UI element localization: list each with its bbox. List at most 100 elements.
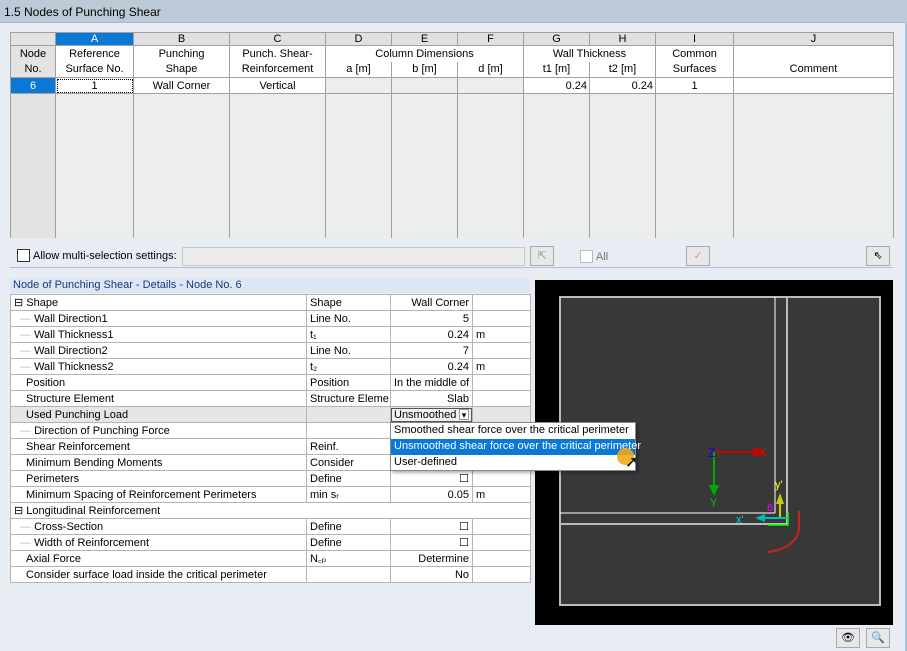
col-G[interactable]: G [523, 32, 590, 46]
empty-cell[interactable] [391, 125, 458, 142]
multi-selection-checkbox[interactable] [17, 249, 30, 262]
property-val[interactable]: 0.24 [390, 326, 473, 343]
empty-cell[interactable] [523, 109, 590, 126]
empty-row[interactable] [10, 157, 894, 174]
col-J[interactable]: J [733, 32, 894, 46]
empty-cell[interactable] [133, 125, 230, 142]
cell-common[interactable]: 1 [655, 77, 734, 94]
property-row[interactable]: Shear Reinforcement Reinf. [10, 438, 531, 455]
empty-cell[interactable] [733, 205, 894, 222]
property-val[interactable]: In the middle of [390, 374, 473, 391]
empty-cell[interactable] [523, 189, 590, 206]
dropdown-option-smoothed[interactable]: Smoothed shear force over the critical p… [394, 424, 629, 436]
property-row[interactable]: Perimeters Define ☐ [10, 470, 531, 487]
empty-cell[interactable] [733, 125, 894, 142]
empty-cell[interactable] [457, 189, 524, 206]
cell-a[interactable] [325, 77, 392, 94]
cell-t2[interactable]: 0.24 [589, 77, 656, 94]
empty-cell[interactable] [55, 125, 134, 142]
empty-cell[interactable] [391, 205, 458, 222]
empty-row[interactable] [10, 173, 894, 190]
empty-cell[interactable] [589, 109, 656, 126]
property-val[interactable]: 0.05 [390, 486, 473, 503]
empty-row[interactable] [10, 125, 894, 142]
empty-cell[interactable] [10, 157, 56, 174]
empty-cell[interactable] [589, 125, 656, 142]
cell-node[interactable]: 6 [10, 77, 56, 94]
empty-cell[interactable] [523, 157, 590, 174]
table-row[interactable]: 6 1 Wall Corner Vertical 0.24 0.24 1 [10, 77, 894, 94]
empty-cell[interactable] [391, 173, 458, 190]
empty-cell[interactable] [229, 205, 326, 222]
empty-cell[interactable] [589, 141, 656, 158]
property-val[interactable]: Determine [390, 550, 473, 567]
collapse-icon[interactable]: ⊟ [14, 505, 27, 517]
empty-row[interactable] [10, 221, 894, 238]
empty-cell[interactable] [10, 141, 56, 158]
dropdown-option-unsmoothed[interactable]: Unsmoothed shear force over the critical… [391, 439, 641, 455]
multi-selection-field[interactable] [182, 247, 525, 266]
property-val[interactable]: 7 [390, 342, 473, 359]
empty-cell[interactable] [457, 205, 524, 222]
empty-cell[interactable] [133, 93, 230, 110]
empty-cell[interactable] [10, 221, 56, 238]
empty-cell[interactable] [523, 141, 590, 158]
empty-cell[interactable] [10, 109, 56, 126]
property-row[interactable]: — Wall Thickness1 t₁ 0.24 m [10, 326, 531, 343]
empty-cell[interactable] [325, 125, 392, 142]
empty-row[interactable] [10, 93, 894, 110]
property-val[interactable]: Wall Corner [390, 294, 473, 311]
empty-row[interactable] [10, 141, 894, 158]
graphic-preview[interactable]: X Y Z y' x' 6 [535, 280, 893, 625]
empty-cell[interactable] [733, 221, 894, 238]
empty-cell[interactable] [523, 221, 590, 238]
property-val[interactable]: 0.24 [390, 358, 473, 375]
cell-b[interactable] [391, 77, 458, 94]
empty-cell[interactable] [589, 205, 656, 222]
empty-cell[interactable] [655, 141, 734, 158]
col-C[interactable]: C [229, 32, 326, 46]
empty-cell[interactable] [733, 141, 894, 158]
empty-row[interactable] [10, 205, 894, 222]
property-row[interactable]: — Wall Thickness2 t₂ 0.24 m [10, 358, 531, 375]
empty-cell[interactable] [457, 221, 524, 238]
empty-cell[interactable] [589, 93, 656, 110]
select-in-graphic-button[interactable]: ⇱ [530, 246, 554, 266]
empty-cell[interactable] [523, 173, 590, 190]
empty-cell[interactable] [325, 157, 392, 174]
empty-cell[interactable] [391, 93, 458, 110]
empty-cell[interactable] [391, 109, 458, 126]
empty-cell[interactable] [10, 93, 56, 110]
empty-cell[interactable] [10, 125, 56, 142]
empty-cell[interactable] [733, 173, 894, 190]
empty-cell[interactable] [55, 157, 134, 174]
empty-cell[interactable] [457, 109, 524, 126]
empty-cell[interactable] [655, 93, 734, 110]
empty-cell[interactable] [229, 157, 326, 174]
cell-comment[interactable] [733, 77, 894, 94]
property-row[interactable]: Used Punching Load Unsmoothed ▾ [10, 406, 531, 423]
empty-cell[interactable] [325, 205, 392, 222]
zoom-reset-button[interactable]: 🔍 [866, 628, 890, 648]
empty-cell[interactable] [133, 189, 230, 206]
property-val[interactable]: Slab [390, 390, 473, 407]
cell-reinf[interactable]: Vertical [229, 77, 326, 94]
property-row[interactable]: Minimum Spacing of Reinforcement Perimet… [10, 486, 531, 503]
empty-cell[interactable] [655, 173, 734, 190]
empty-cell[interactable] [55, 109, 134, 126]
punching-load-dropdown-list[interactable]: Smoothed shear force over the critical p… [390, 422, 641, 471]
empty-cell[interactable] [229, 221, 326, 238]
empty-cell[interactable] [457, 93, 524, 110]
empty-cell[interactable] [325, 189, 392, 206]
empty-cell[interactable] [133, 205, 230, 222]
empty-cell[interactable] [10, 205, 56, 222]
empty-cell[interactable] [229, 125, 326, 142]
col-I[interactable]: I [655, 32, 734, 46]
property-val[interactable]: No [390, 566, 473, 583]
apply-check-button[interactable]: ✓ [686, 246, 710, 266]
empty-cell[interactable] [55, 221, 134, 238]
property-row[interactable]: ⊟ Shape Shape Wall Corner [10, 294, 531, 311]
property-val[interactable]: ☐ [390, 534, 473, 551]
view-eye-button[interactable]: 👁 [836, 628, 860, 648]
empty-cell[interactable] [133, 109, 230, 126]
